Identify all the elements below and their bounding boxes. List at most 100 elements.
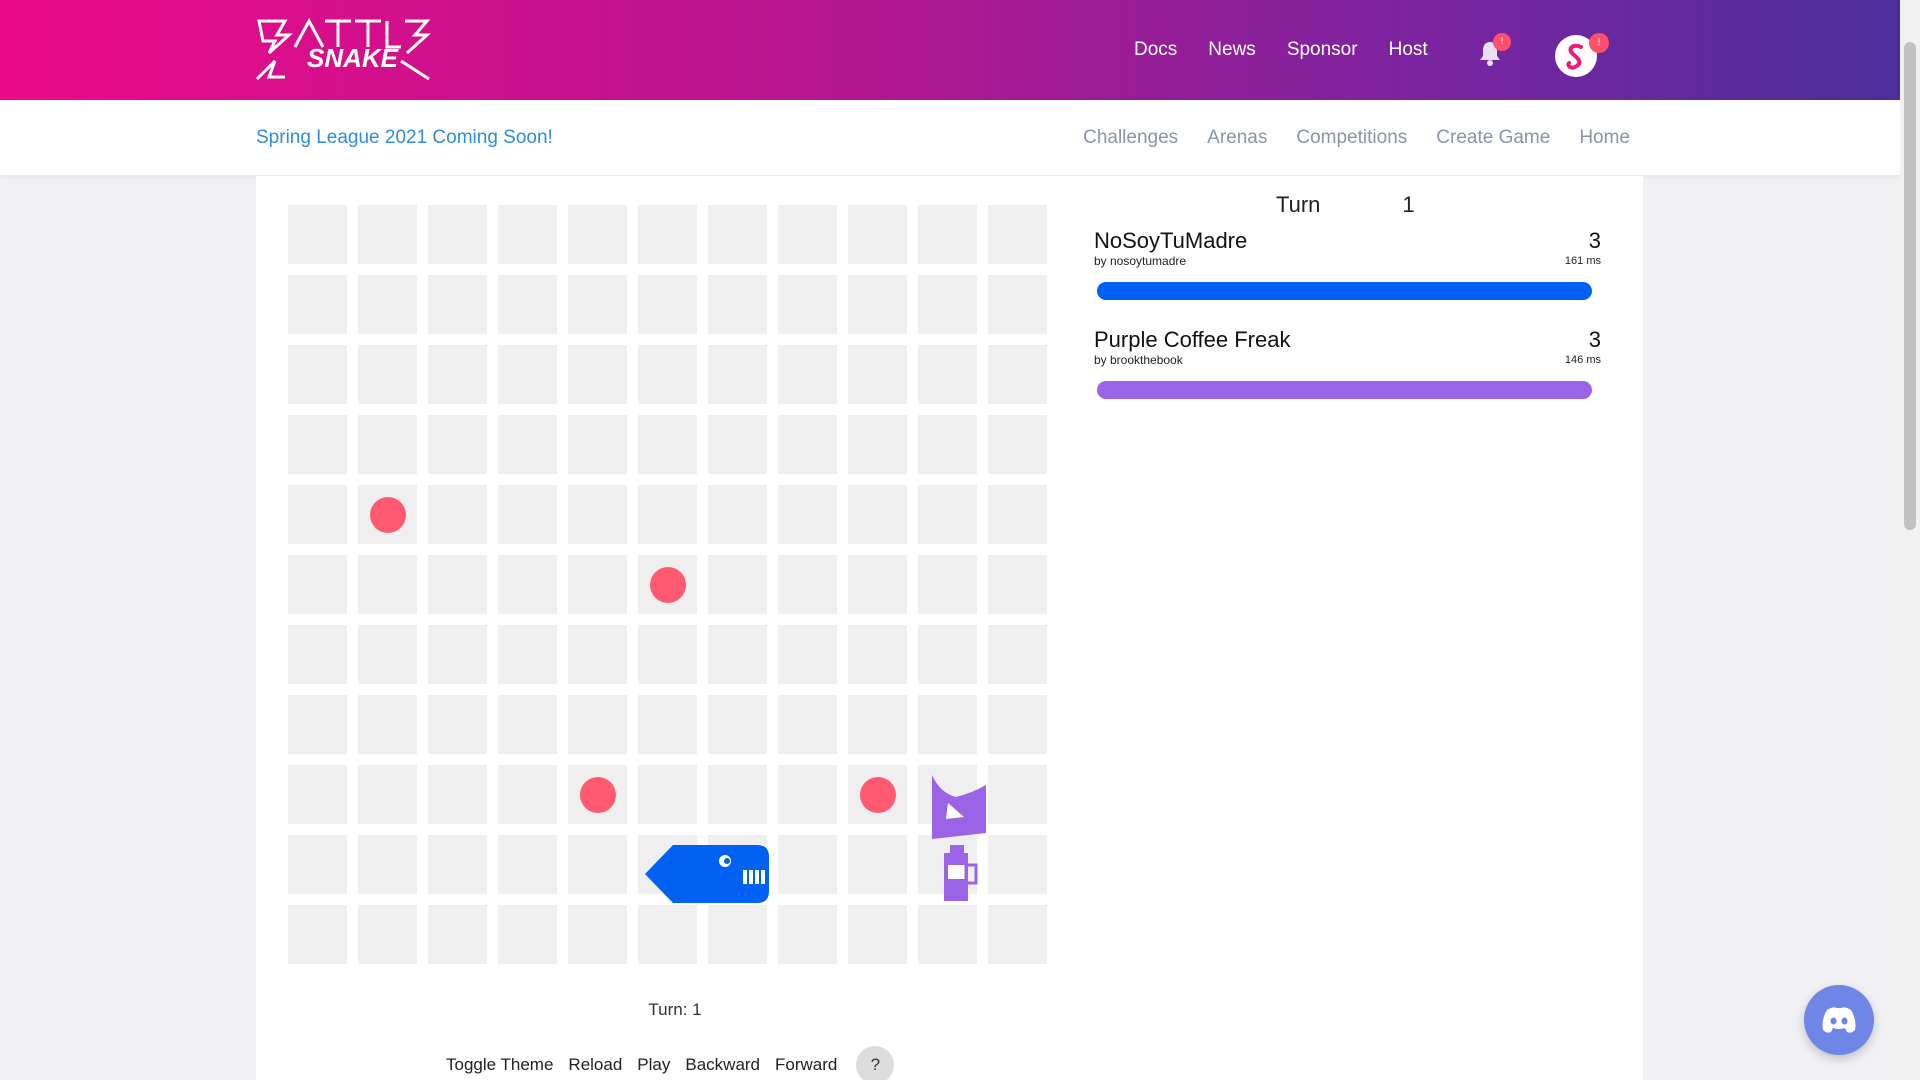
- board-cell: [568, 415, 627, 474]
- board-cell: [778, 275, 837, 334]
- scrollbar-thumb[interactable]: [1904, 42, 1916, 530]
- forward-button[interactable]: Forward: [775, 1055, 838, 1074]
- board-cell: [778, 485, 837, 544]
- board-cell: [918, 275, 977, 334]
- board-cell: [428, 415, 487, 474]
- blue-snake: [645, 845, 769, 903]
- board-cell: [848, 695, 907, 754]
- scrollbar[interactable]: [1900, 0, 1920, 1080]
- board-cell: [568, 625, 627, 684]
- help-button[interactable]: ?: [856, 1046, 895, 1080]
- turn-header: Turn 1: [1276, 192, 1415, 218]
- nav-sponsor[interactable]: Sponsor: [1286, 39, 1358, 60]
- board-cell: [778, 345, 837, 404]
- board-cell: [498, 695, 557, 754]
- snake-name: NoSoyTuMadre: [1094, 228, 1248, 253]
- board-cell: [988, 555, 1047, 614]
- snake-avatar-icon: [1566, 43, 1583, 70]
- board-cell: [848, 275, 907, 334]
- board-cell: [568, 905, 627, 964]
- board-cell: [358, 415, 417, 474]
- board-cell: [848, 905, 907, 964]
- board-cell: [568, 275, 627, 334]
- backward-button[interactable]: Backward: [685, 1055, 761, 1074]
- board-cell: [498, 275, 557, 334]
- board-cell: [288, 695, 347, 754]
- board-cell: [708, 205, 767, 264]
- board-cell: [638, 625, 697, 684]
- nav-create-game[interactable]: Create Game: [1436, 126, 1551, 148]
- board-cell: [918, 905, 977, 964]
- board-cell: [988, 205, 1047, 264]
- snake-latency: 146 ms: [1564, 354, 1601, 366]
- board-cell: [988, 415, 1047, 474]
- toggle-theme-button[interactable]: Toggle Theme: [446, 1055, 554, 1074]
- board-cell: [778, 905, 837, 964]
- board-cell: [918, 695, 977, 754]
- board-cell: [498, 205, 557, 264]
- board-cell: [568, 485, 627, 544]
- board-cell: [288, 625, 347, 684]
- board-cell: [848, 415, 907, 474]
- scoreboard-snake: Purple Coffee Freak by brookthebook 3 14…: [1094, 327, 1601, 399]
- board-cell: [288, 275, 347, 334]
- board-cell: [428, 345, 487, 404]
- board-cell: [358, 555, 417, 614]
- discord-button[interactable]: [1804, 985, 1874, 1055]
- board-cell: [918, 415, 977, 474]
- board-cell: [498, 345, 557, 404]
- board-cell: [988, 625, 1047, 684]
- board-cell: [638, 765, 697, 824]
- board-cell: [288, 345, 347, 404]
- board-cell: [848, 345, 907, 404]
- nav-docs[interactable]: Docs: [1134, 39, 1178, 60]
- snake-name: Purple Coffee Freak: [1094, 327, 1291, 352]
- board-cell: [568, 555, 627, 614]
- board-cell: [638, 345, 697, 404]
- snake-author: by brookthebook: [1094, 353, 1183, 367]
- board-cell: [568, 695, 627, 754]
- play-button[interactable]: Play: [637, 1055, 671, 1074]
- nav-arenas[interactable]: Arenas: [1207, 126, 1268, 148]
- nav-news[interactable]: News: [1208, 39, 1256, 60]
- turn-counter: Turn: 1: [648, 1000, 702, 1019]
- board-cell: [568, 835, 627, 894]
- battlesnake-logo[interactable]: SNAKE: [255, 17, 431, 83]
- board-cell: [428, 765, 487, 824]
- board-cell: [848, 485, 907, 544]
- board-cell: [428, 625, 487, 684]
- board-cell: [918, 205, 977, 264]
- announcement-link[interactable]: Spring League 2021 Coming Soon!: [256, 127, 553, 148]
- board-cell: [498, 485, 557, 544]
- main-nav: Docs News Sponsor Host: [1134, 0, 1459, 100]
- board-cell: [638, 275, 697, 334]
- sub-navbar: Spring League 2021 Coming Soon! Challeng…: [0, 100, 1900, 175]
- food-pellet: [579, 776, 616, 813]
- playback-controls: Toggle Theme Reload Play Backward Forwar…: [446, 1046, 895, 1080]
- board-cell: [498, 415, 557, 474]
- board-cell: [358, 835, 417, 894]
- board-cell: [638, 205, 697, 264]
- nav-host[interactable]: Host: [1388, 39, 1428, 60]
- food-pellet: [859, 776, 896, 813]
- nav-competitions[interactable]: Competitions: [1296, 126, 1408, 148]
- board-cell: [288, 485, 347, 544]
- board-cell: [358, 205, 417, 264]
- svg-text:SNAKE: SNAKE: [307, 43, 399, 73]
- reload-button[interactable]: Reload: [568, 1055, 623, 1074]
- board-cell: [708, 345, 767, 404]
- avatar-badge: !: [1589, 33, 1609, 53]
- board-cell: [708, 765, 767, 824]
- board-cell: [358, 695, 417, 754]
- board-cell: [288, 415, 347, 474]
- board-cell: [288, 555, 347, 614]
- board-cell: [638, 415, 697, 474]
- nav-challenges[interactable]: Challenges: [1083, 126, 1179, 148]
- board-cell: [568, 205, 627, 264]
- food-pellet: [369, 496, 406, 533]
- board-cell: [918, 345, 977, 404]
- board-cell: [638, 485, 697, 544]
- board-cell: [708, 905, 767, 964]
- board-cell: [848, 555, 907, 614]
- nav-home[interactable]: Home: [1579, 126, 1630, 148]
